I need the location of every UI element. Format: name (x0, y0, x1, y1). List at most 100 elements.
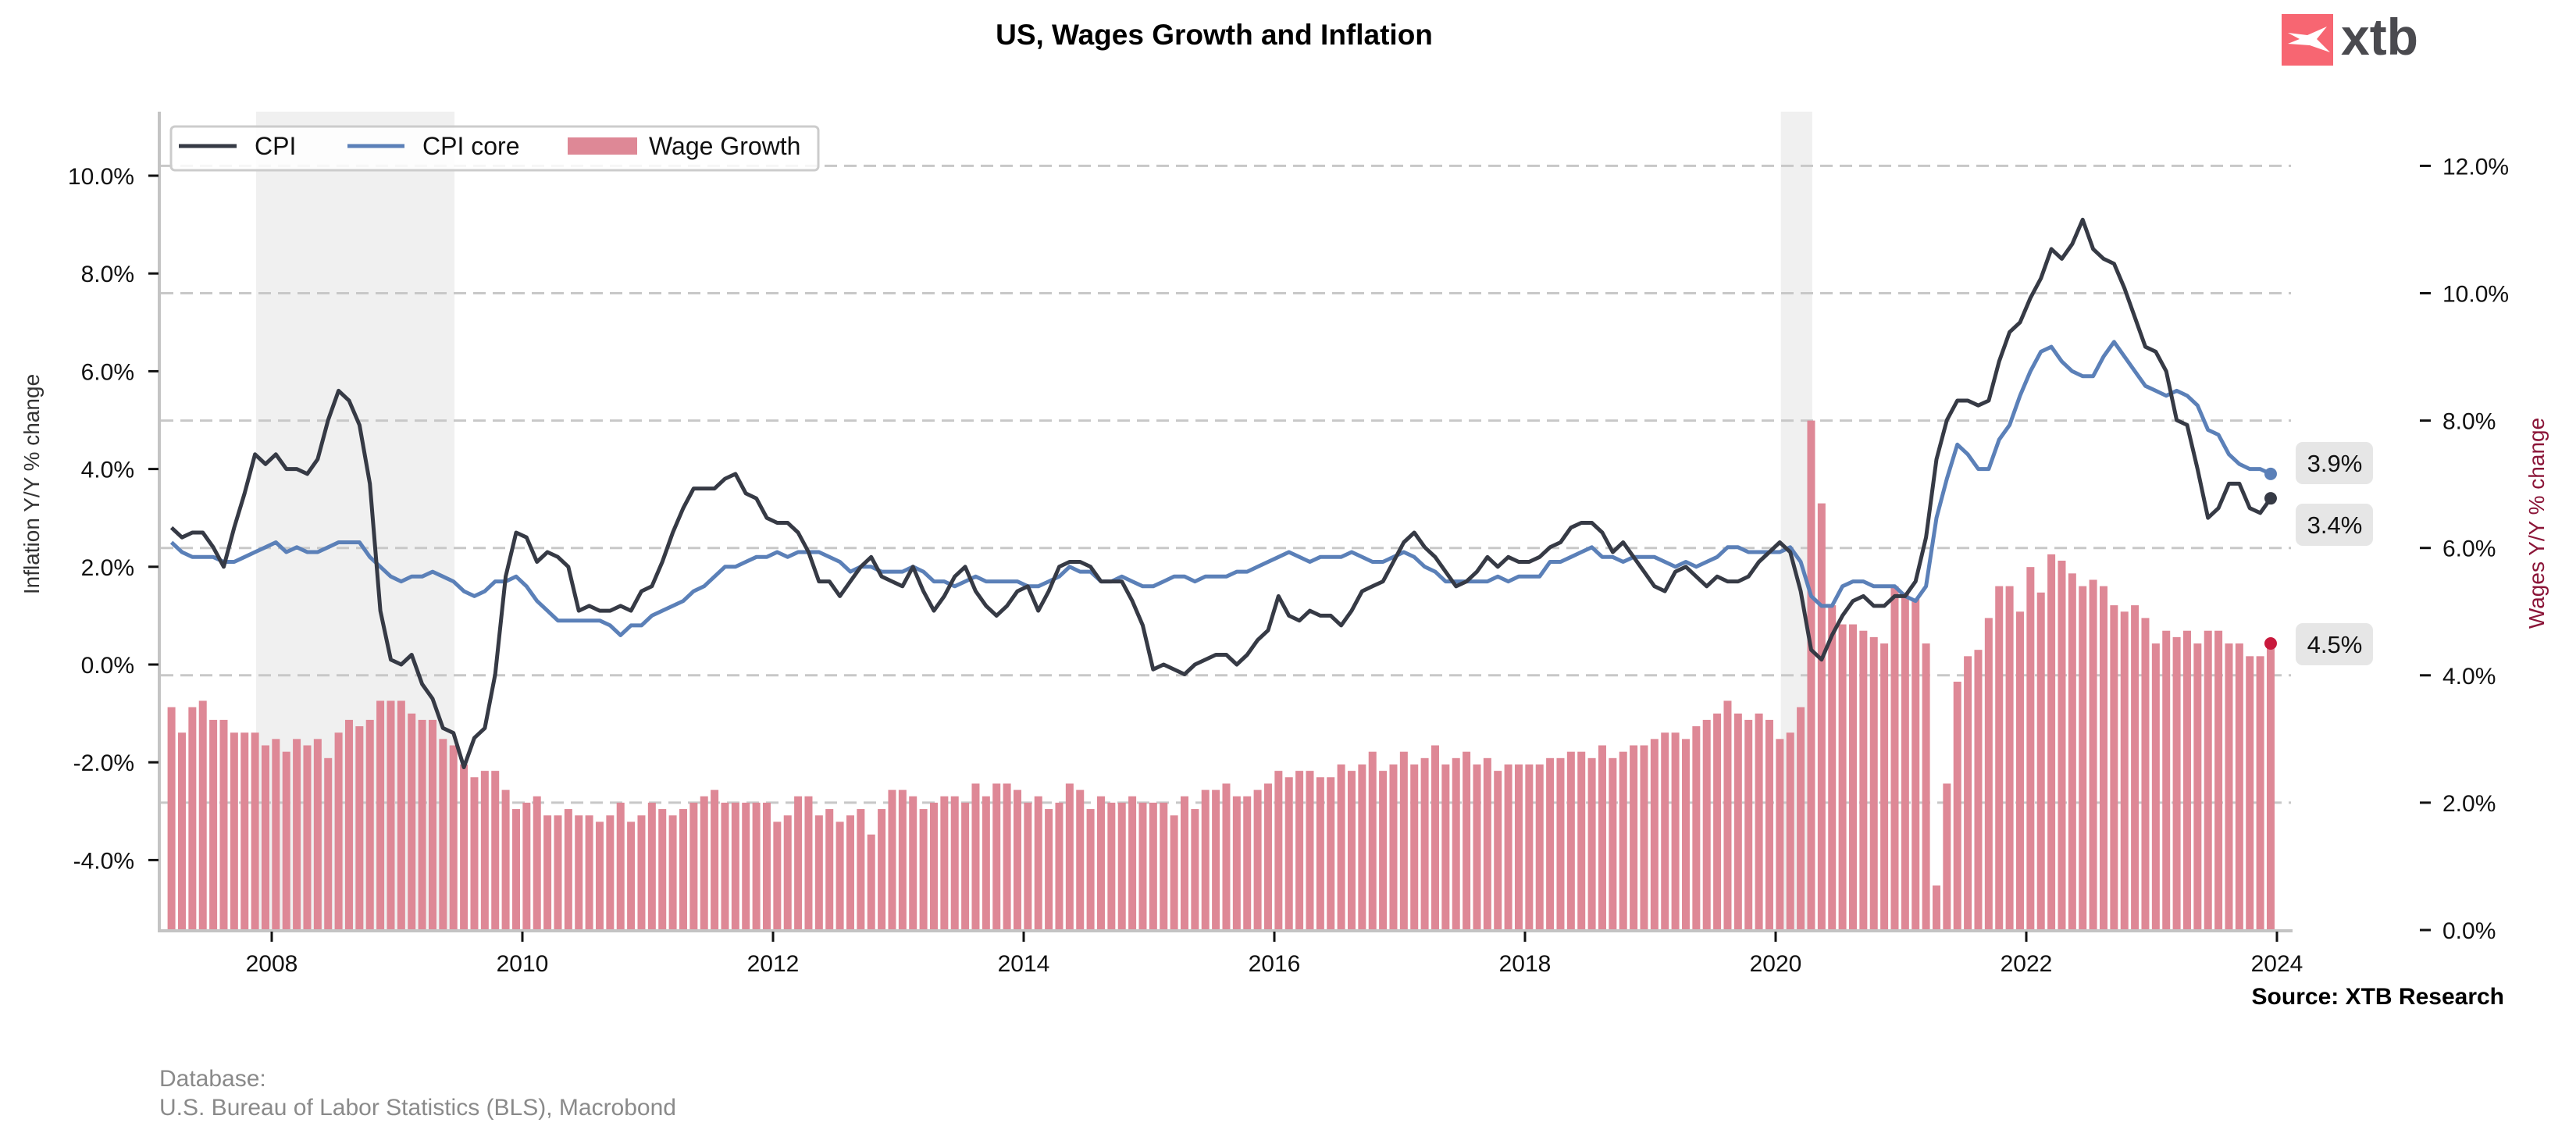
cpi-core-value-label: 3.9% (2307, 450, 2363, 477)
wage-bar (470, 777, 479, 930)
wage-bar (449, 745, 458, 930)
wage-bar (752, 802, 761, 930)
wage-bar (1107, 802, 1116, 930)
wage-bar (1274, 771, 1283, 930)
wage-bar (554, 815, 562, 930)
wage-bar (376, 700, 385, 930)
wage-bar (480, 771, 489, 930)
wage-bar (365, 719, 374, 930)
wage-bar (1494, 771, 1502, 930)
wage-bar (1180, 796, 1188, 930)
right-tick-label: 6.0% (2442, 536, 2496, 562)
wage-bar (293, 739, 301, 930)
wage-bar (272, 739, 280, 930)
wage-bar (1828, 605, 1837, 930)
wage-bar (783, 815, 792, 930)
wage-bar (1598, 745, 1606, 930)
right-tick-label: 2.0% (2442, 791, 2496, 817)
left-tick-label: 4.0% (81, 458, 134, 483)
wage-bar (1566, 751, 1575, 930)
wage-bar (658, 809, 667, 930)
wage-bar (1953, 681, 1961, 930)
x-tick-label: 2014 (998, 951, 1050, 977)
wage-bar (2058, 561, 2066, 930)
recession-band (1780, 112, 1812, 930)
wage-bar (971, 783, 980, 930)
wage-bar (177, 732, 186, 930)
wage-bar (1556, 757, 1565, 930)
wage-bar (575, 815, 583, 930)
wage-bar (1755, 713, 1763, 930)
wage-bar (627, 821, 636, 930)
wage-bar (209, 719, 218, 930)
wage-bar (1003, 783, 1011, 930)
left-tick-label: -2.0% (73, 750, 134, 776)
wage-bar (1723, 700, 1732, 930)
wage-bar (2182, 630, 2191, 930)
wage-bar (1055, 802, 1064, 930)
x-tick-label: 2018 (1499, 951, 1552, 977)
cpi-value-box (2296, 504, 2373, 546)
left-axis-ticks: -4.0% -2.0% 0.0% 2.0% 4.0% 6.0% 8.0% 10.0% (68, 164, 159, 874)
wage-bar (1609, 757, 1617, 930)
wage-bar (1744, 719, 1753, 930)
wage-bar (418, 719, 426, 930)
wage-bar (1912, 598, 1920, 930)
wage-bar (1681, 739, 1690, 930)
wage-bar (1483, 757, 1491, 930)
wage-bar (1138, 802, 1147, 930)
wage-bar (1358, 764, 1366, 930)
wage-bar (1441, 764, 1450, 930)
wage-bar (1661, 732, 1669, 930)
wage-bar (428, 719, 436, 930)
legend: CPI CPI core Wage Growth (169, 125, 820, 172)
wage-bar (1577, 751, 1586, 930)
wage-bar (647, 802, 656, 930)
wage-bar (731, 802, 739, 930)
end-value-annotations: 3.9% 3.4% 4.5% (2264, 442, 2373, 665)
right-axis-ticks: 0.0% 2.0% 4.0% 6.0% 8.0% 10.0% 12.0% (2420, 154, 2509, 944)
wage-bar (1170, 815, 1178, 930)
wage-bar (2047, 554, 2056, 930)
wage-bar (1368, 751, 1377, 930)
wage-bar (637, 815, 646, 930)
wage-bar (240, 732, 249, 930)
wage-bar (198, 700, 207, 930)
wage-bar (2235, 643, 2243, 930)
right-axis-label: Wages Y/Y % change (2524, 418, 2549, 629)
wage-bar (1096, 796, 1105, 930)
wage-bar (1128, 796, 1137, 930)
wage-bar (1765, 719, 1773, 930)
wage-bar (501, 789, 510, 930)
wage-bar (2225, 643, 2233, 930)
wage-bar (439, 739, 447, 930)
wage-bar (313, 739, 322, 930)
wage-bar (344, 719, 353, 930)
wage-bar (1671, 732, 1680, 930)
wage-bar (1776, 739, 1784, 930)
wage-bar (282, 751, 290, 930)
wage-bar (1306, 771, 1314, 930)
wage-bar (334, 732, 343, 930)
wage-bar (1587, 757, 1596, 930)
wage-bar (303, 745, 312, 930)
wage-bar (1943, 783, 1951, 930)
cpi-core-line (169, 340, 2272, 637)
wage-bar (857, 809, 865, 930)
wage-bar (1473, 764, 1481, 930)
wage-bar (2162, 630, 2171, 930)
wage-bar (1410, 764, 1419, 930)
wage-bar (230, 732, 238, 930)
right-tick-label: 4.0% (2442, 664, 2496, 690)
wage-bar (2256, 656, 2264, 930)
wage-value-box (2296, 623, 2373, 665)
left-tick-label: 8.0% (81, 262, 134, 287)
wage-bar (616, 802, 625, 930)
wage-bar (1964, 656, 1972, 930)
wage-bar (1713, 713, 1722, 930)
wage-bar (1420, 757, 1429, 930)
wage-bar (1065, 783, 1074, 930)
wage-bar (1630, 745, 1638, 930)
wage-bar (1786, 732, 1794, 930)
wage-bar (700, 796, 708, 930)
